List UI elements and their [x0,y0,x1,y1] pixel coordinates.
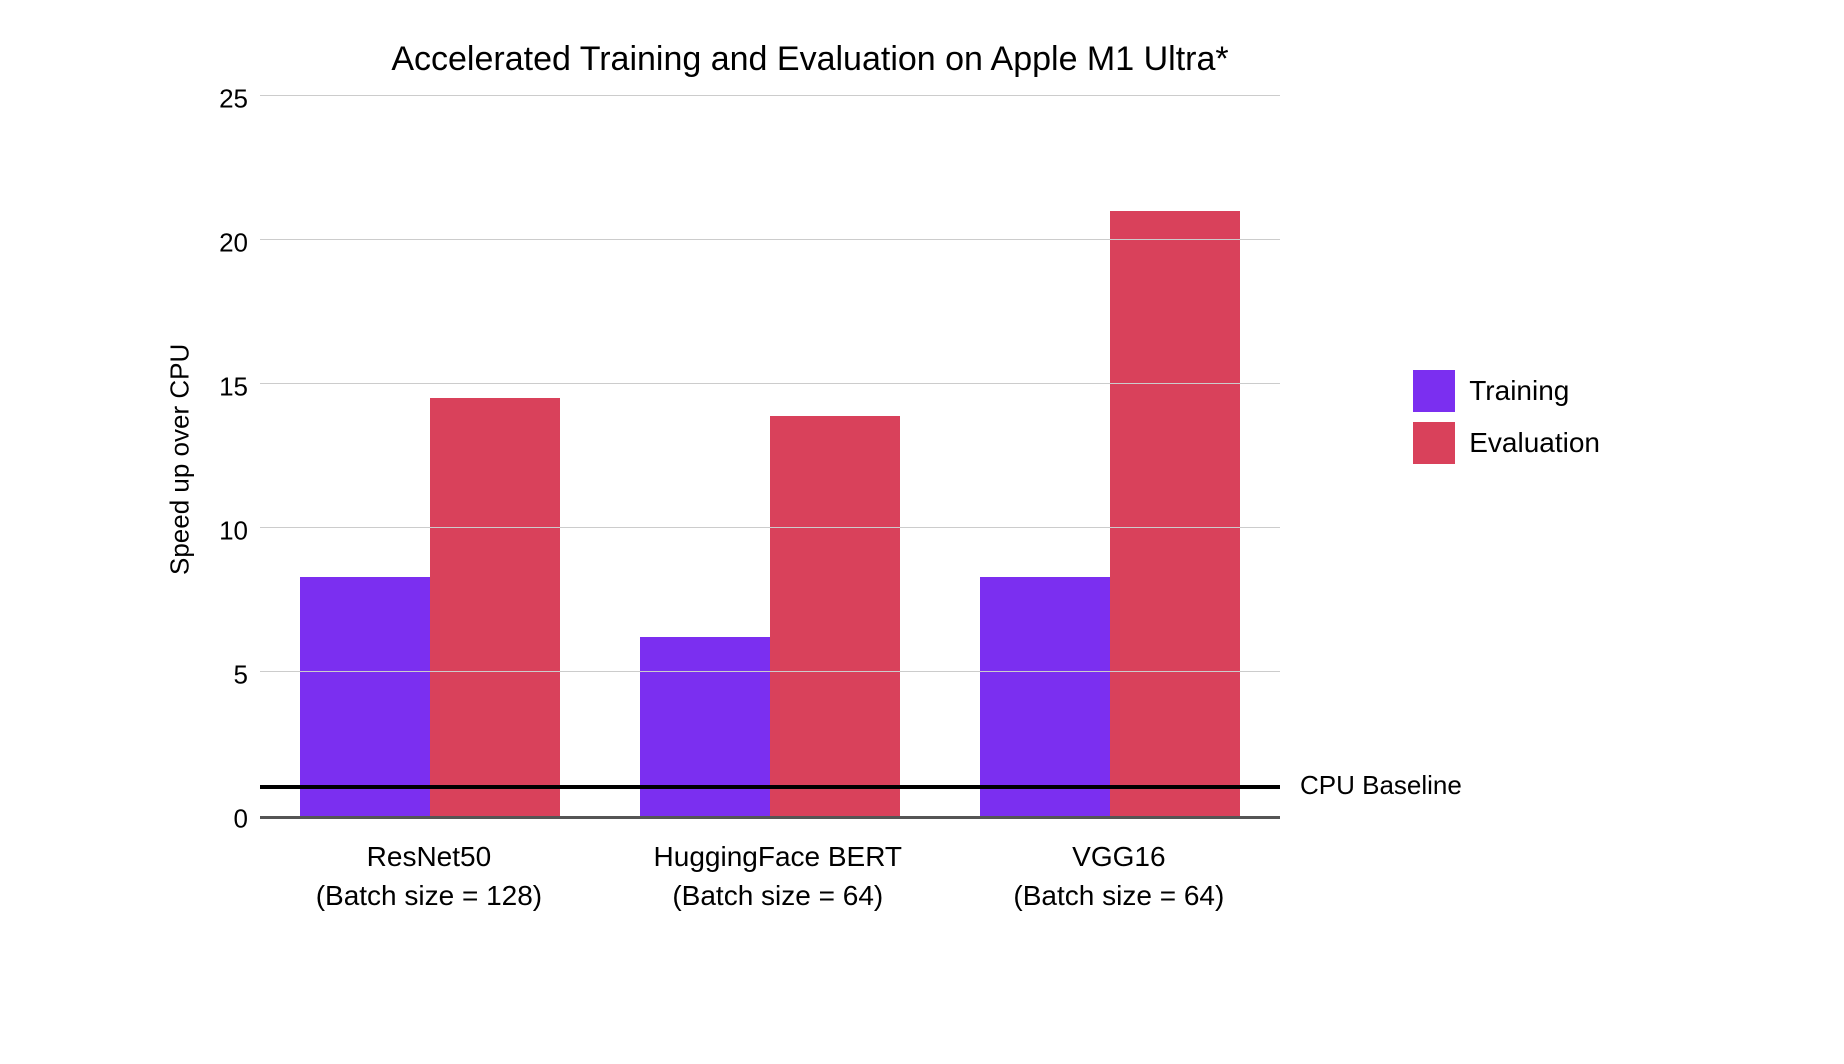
y-tick-label: 25 [219,84,248,115]
x-tick-label-line2: (Batch size = 128) [316,876,542,915]
y-tick-label: 5 [234,660,248,691]
bar [1110,211,1240,816]
legend-swatch [1413,422,1455,464]
legend-item: Evaluation [1413,422,1600,464]
y-axis-label: Speed up over CPU [160,99,200,819]
gridline [260,383,1280,384]
legend-item: Training [1413,370,1600,412]
bar-group [640,416,900,816]
y-axis: 0510152025 [200,99,260,819]
y-tick-label: 0 [234,804,248,835]
x-tick-label-line1: VGG16 [1013,837,1224,876]
x-tick-label-line2: (Batch size = 64) [654,876,903,915]
x-axis: ResNet50(Batch size = 128) HuggingFace BE… [260,837,1280,915]
gridline [260,239,1280,240]
y-tick-label: 20 [219,228,248,259]
x-tick-label: VGG16(Batch size = 64) [1013,837,1224,915]
legend-label: Training [1469,375,1569,407]
plot-area: CPU Baseline [260,99,1280,819]
x-tick-label-line1: ResNet50 [316,837,542,876]
y-tick-label: 10 [219,516,248,547]
cpu-baseline-label: CPU Baseline [1300,770,1462,801]
x-tick-label: HuggingFace BERT(Batch size = 64) [654,837,903,915]
bar-group [980,211,1240,816]
gridline [260,95,1280,96]
chart-container: Accelerated Training and Evaluation on A… [160,40,1680,1000]
gridline [260,671,1280,672]
gridline [260,527,1280,528]
bar [980,577,1110,816]
bar [640,637,770,816]
cpu-baseline-line [260,785,1280,789]
legend-label: Evaluation [1469,427,1600,459]
legend: Training Evaluation [1413,370,1600,464]
legend-swatch [1413,370,1455,412]
x-tick-label-line1: HuggingFace BERT [654,837,903,876]
bars-layer [260,99,1280,816]
chart-title: Accelerated Training and Evaluation on A… [260,40,1360,79]
bar [300,577,430,816]
bar [430,398,560,816]
y-tick-label: 15 [219,372,248,403]
x-tick-label: ResNet50(Batch size = 128) [316,837,542,915]
x-tick-label-line2: (Batch size = 64) [1013,876,1224,915]
bar-group [300,398,560,816]
bar [770,416,900,816]
